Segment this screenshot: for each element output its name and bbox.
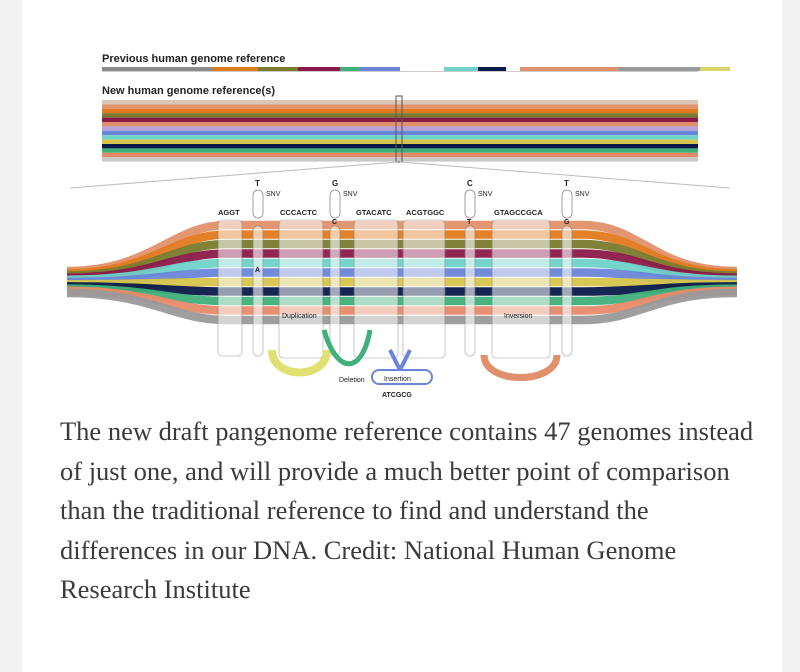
snv-top-node: [329, 189, 341, 219]
figure-caption: The new draft pangenome reference contai…: [60, 416, 754, 604]
insertion-branch: [388, 349, 412, 375]
sequence-node: [402, 219, 446, 359]
sequence-label: ACGTGGC: [406, 208, 445, 217]
previous-segment: [212, 67, 258, 71]
haplotype-path: [66, 277, 738, 289]
sequence-label: GTACATC: [356, 208, 392, 217]
deletion-loop: [321, 329, 373, 366]
previous-segment: [258, 67, 298, 71]
previous-segment: [298, 67, 340, 71]
sequence-node: [217, 219, 243, 357]
snv-bottom-base: G: [564, 219, 570, 226]
previous-segment: [618, 67, 700, 71]
previous-segment: [102, 67, 212, 71]
previous-segment: [478, 67, 506, 71]
snv-bottom-base: T: [467, 219, 472, 226]
haplotype-stripe: [102, 157, 698, 162]
zoom-guides: [69, 95, 731, 189]
insertion-sequence: ATCGCG: [382, 392, 412, 399]
snv-top-base: C: [467, 179, 473, 188]
haplotype-path: [66, 282, 738, 296]
previous-segment: [700, 67, 730, 71]
pangenome-figure: Previous human genome reference New huma…: [66, 53, 738, 399]
haplotype-stripe: [102, 117, 698, 122]
snv-bottom-base: C: [332, 219, 337, 226]
sequence-label: GTAGCCGCA: [494, 208, 543, 217]
haplotype-stripe: [102, 139, 698, 144]
inversion-loop: [480, 354, 561, 381]
haplotype-stripe: [102, 130, 698, 136]
pangenome-graph: T SNV G SNV C SNV T SNV A C T G AGGT CCCACTC GTACATC AC…: [66, 179, 738, 399]
snv-top-base: G: [332, 179, 338, 188]
snv-label: SNV: [575, 191, 590, 198]
haplotype-stripe: [102, 122, 698, 127]
snv-top-base: T: [564, 179, 569, 188]
haplotype-stripe: [102, 108, 698, 114]
article-card: Previous human genome reference New huma…: [22, 0, 782, 672]
snv-label: SNV: [343, 191, 358, 198]
sequence-node: [278, 219, 324, 359]
sequence-node: [491, 219, 551, 359]
haplotype-stripe: [102, 113, 698, 118]
haplotype-stripe: [102, 104, 698, 109]
snv-bottom-node: [561, 225, 573, 357]
haplotype-stripe: [102, 148, 698, 153]
inversion-label: Inversion: [504, 313, 533, 320]
previous-segment: [520, 67, 618, 71]
duplication-label: Duplication: [282, 313, 317, 320]
snv-top-node: [464, 189, 476, 219]
haplotype-stripe: [102, 135, 698, 140]
new-reference-stack: [102, 100, 698, 162]
previous-reference-bar: [102, 67, 730, 72]
haplotype-stripe: [102, 100, 698, 105]
sequence-node: [353, 219, 399, 359]
haplotype-stripe: [102, 152, 698, 158]
previous-segment: [360, 67, 400, 71]
previous-segment: [444, 67, 478, 71]
snv-label: SNV: [266, 191, 281, 198]
snv-bottom-node: [464, 225, 476, 357]
insertion-node: [371, 369, 433, 385]
previous-segment: [340, 67, 360, 71]
snv-bottom-base: A: [255, 267, 260, 274]
deletion-label: Deletion: [339, 377, 365, 384]
snv-bottom-node: [252, 225, 264, 357]
haplotype-stripe: [102, 144, 698, 149]
sequence-label: AGGT: [218, 208, 240, 217]
snv-top-base: T: [255, 179, 260, 188]
previous-segment: [506, 67, 520, 71]
snv-top-node: [561, 189, 573, 219]
sequence-label: CCCACTC: [280, 208, 318, 217]
snv-bottom-node: [329, 225, 341, 357]
previous-segment: [400, 67, 444, 71]
duplication-loop: [268, 349, 331, 377]
haplotype-stripe: [102, 126, 698, 131]
snv-top-node: [252, 189, 264, 219]
previous-reference-label: Previous human genome reference: [102, 53, 285, 65]
snv-label: SNV: [478, 191, 493, 198]
insertion-label: Insertion: [384, 376, 411, 383]
new-reference-label: New human genome reference(s): [102, 85, 275, 97]
